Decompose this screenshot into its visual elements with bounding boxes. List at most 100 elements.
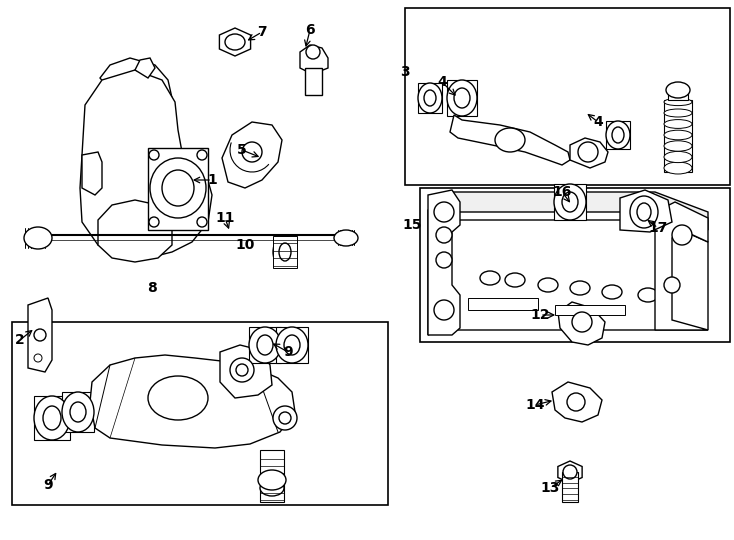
- Polygon shape: [468, 298, 538, 310]
- Circle shape: [664, 277, 680, 293]
- Circle shape: [572, 312, 592, 332]
- Circle shape: [149, 217, 159, 227]
- Polygon shape: [80, 70, 212, 258]
- Bar: [273, 236, 297, 268]
- Text: 2: 2: [15, 333, 25, 347]
- Ellipse shape: [606, 121, 630, 149]
- Bar: [606, 121, 630, 149]
- Circle shape: [436, 227, 452, 243]
- Text: 13: 13: [540, 481, 560, 495]
- Ellipse shape: [284, 335, 300, 355]
- Polygon shape: [620, 190, 672, 232]
- Circle shape: [34, 329, 46, 341]
- Polygon shape: [570, 138, 608, 168]
- Ellipse shape: [447, 80, 477, 116]
- Text: 7: 7: [257, 25, 267, 39]
- Text: 11: 11: [215, 211, 235, 225]
- Bar: [562, 472, 578, 502]
- Ellipse shape: [148, 376, 208, 420]
- Text: 12: 12: [530, 308, 550, 322]
- Text: 1: 1: [207, 173, 217, 187]
- Ellipse shape: [562, 192, 578, 212]
- Bar: [554, 184, 586, 220]
- Polygon shape: [300, 45, 328, 72]
- Polygon shape: [428, 190, 460, 335]
- Ellipse shape: [630, 196, 658, 228]
- Text: 15: 15: [402, 218, 422, 232]
- Circle shape: [578, 142, 598, 162]
- Polygon shape: [222, 122, 282, 188]
- Polygon shape: [219, 28, 250, 56]
- Polygon shape: [220, 345, 272, 398]
- Polygon shape: [558, 461, 582, 483]
- Circle shape: [197, 217, 207, 227]
- Ellipse shape: [638, 288, 658, 302]
- Polygon shape: [28, 298, 52, 372]
- Ellipse shape: [664, 130, 692, 140]
- Text: 14: 14: [526, 398, 545, 412]
- Text: 10: 10: [236, 238, 255, 252]
- Polygon shape: [555, 305, 625, 315]
- Polygon shape: [655, 202, 708, 330]
- Text: 17: 17: [648, 221, 668, 235]
- Bar: [405, 8, 730, 185]
- Circle shape: [567, 393, 585, 411]
- Bar: [420, 188, 730, 342]
- Text: 8: 8: [147, 281, 157, 295]
- Ellipse shape: [273, 236, 297, 268]
- Ellipse shape: [276, 327, 308, 363]
- Ellipse shape: [664, 119, 692, 129]
- Bar: [447, 80, 477, 116]
- Ellipse shape: [505, 273, 525, 287]
- Ellipse shape: [24, 227, 52, 249]
- Circle shape: [149, 150, 159, 160]
- Ellipse shape: [664, 141, 692, 151]
- Bar: [260, 450, 284, 502]
- Ellipse shape: [62, 392, 94, 432]
- Ellipse shape: [664, 162, 692, 174]
- Ellipse shape: [480, 271, 500, 285]
- Ellipse shape: [664, 151, 692, 163]
- Polygon shape: [552, 382, 602, 422]
- Text: 3: 3: [400, 65, 410, 79]
- Bar: [249, 327, 281, 363]
- Ellipse shape: [637, 203, 651, 221]
- Polygon shape: [148, 148, 208, 230]
- Circle shape: [672, 225, 692, 245]
- Ellipse shape: [418, 83, 442, 113]
- Bar: [12, 322, 388, 505]
- Polygon shape: [428, 192, 452, 335]
- Ellipse shape: [554, 184, 586, 220]
- Polygon shape: [438, 192, 708, 230]
- Ellipse shape: [666, 82, 690, 98]
- Ellipse shape: [334, 230, 358, 246]
- Circle shape: [236, 364, 248, 376]
- Circle shape: [306, 45, 320, 59]
- Ellipse shape: [454, 88, 470, 108]
- Text: 9: 9: [43, 478, 53, 492]
- Text: 5: 5: [237, 143, 247, 157]
- Polygon shape: [100, 58, 172, 120]
- Bar: [276, 327, 308, 363]
- Circle shape: [242, 142, 262, 162]
- Circle shape: [434, 202, 454, 222]
- Ellipse shape: [602, 285, 622, 299]
- Circle shape: [273, 406, 297, 430]
- Ellipse shape: [664, 98, 692, 106]
- Ellipse shape: [279, 243, 291, 261]
- Polygon shape: [305, 68, 322, 95]
- Ellipse shape: [424, 90, 436, 106]
- Ellipse shape: [150, 158, 206, 218]
- Polygon shape: [450, 115, 570, 165]
- Polygon shape: [445, 220, 708, 330]
- Circle shape: [436, 252, 452, 268]
- Polygon shape: [135, 58, 155, 78]
- Bar: [62, 392, 94, 432]
- Text: 9: 9: [283, 345, 293, 359]
- Text: 16: 16: [552, 185, 572, 199]
- Ellipse shape: [257, 335, 273, 355]
- Bar: [418, 83, 442, 113]
- Bar: [34, 396, 70, 440]
- Ellipse shape: [538, 278, 558, 292]
- Ellipse shape: [664, 109, 692, 117]
